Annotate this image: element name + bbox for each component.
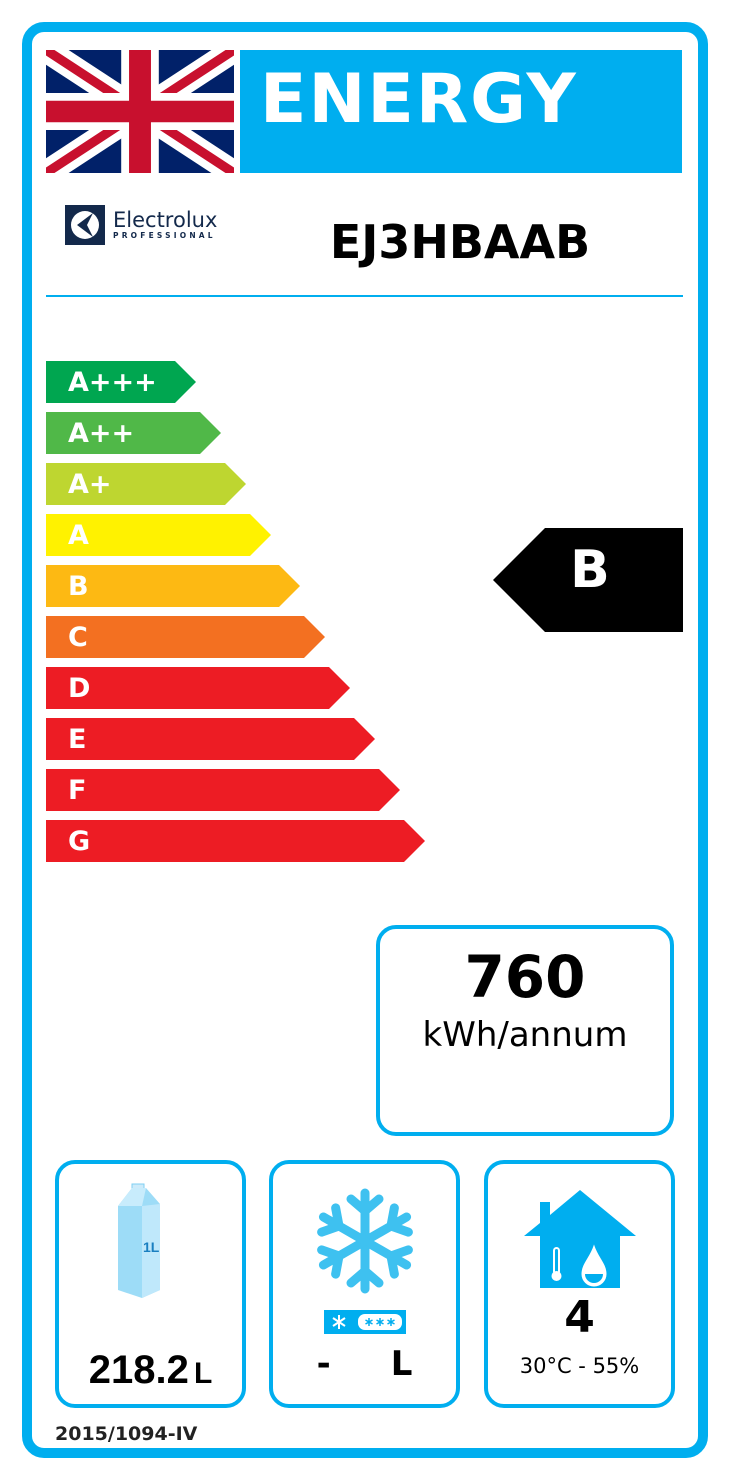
electrolux-logo-icon xyxy=(65,205,105,245)
consumption-value: 760 xyxy=(464,943,586,1011)
scale-bar-B: B xyxy=(46,565,300,607)
union-jack-flag-icon xyxy=(46,50,234,173)
milk-carton-icon: 1L xyxy=(117,1183,160,1298)
frozen-volume-box: -L xyxy=(269,1160,460,1408)
divider xyxy=(46,295,683,297)
chilled-volume: 218.2 xyxy=(88,1348,189,1392)
carton-label: 1L xyxy=(143,1239,160,1255)
brand-sub: PROFESSIONAL xyxy=(113,231,216,240)
chilled-unit: L xyxy=(193,1357,213,1390)
brand-logo: Electrolux PROFESSIONAL xyxy=(65,205,217,245)
label-frame xyxy=(22,22,708,1458)
freezer-star-rating-icon xyxy=(323,1310,406,1334)
rating-class: B xyxy=(570,540,610,600)
scale-bar-E: E xyxy=(46,718,375,760)
scale-bar-F: F xyxy=(46,769,400,811)
scale-bar-C: C xyxy=(46,616,325,658)
scale-bar-Ap: A+ xyxy=(46,463,246,505)
house-climate-icon xyxy=(523,1190,636,1288)
climate-class-box: 4 30°C - 55% xyxy=(484,1160,675,1408)
scale-bar-D: D xyxy=(46,667,350,709)
rating-arrow xyxy=(493,528,683,632)
scale-bar-App: A++ xyxy=(46,412,221,454)
energy-consumption-box: 760 kWh/annum xyxy=(376,925,674,1136)
snowflake-icon xyxy=(315,1188,415,1296)
climate-conditions: 30°C - 55% xyxy=(519,1354,640,1378)
scale-bar-G: G xyxy=(46,820,425,862)
chilled-volume-box: 1L 218.2 L xyxy=(55,1160,246,1408)
climate-class: 4 xyxy=(564,1292,595,1343)
frozen-volume: - xyxy=(316,1344,331,1384)
frozen-unit: L xyxy=(390,1344,413,1384)
scale-bar-Appp: A+++ xyxy=(46,361,196,403)
scale-bar-A: A xyxy=(46,514,271,556)
brand-name: Electrolux xyxy=(113,208,218,232)
regulation-reference: 2015/1094-IV xyxy=(55,1423,198,1445)
energy-title: ENERGY xyxy=(240,50,682,173)
model-number: EJ3HBAAB xyxy=(329,215,591,269)
consumption-unit: kWh/annum xyxy=(422,1015,628,1055)
